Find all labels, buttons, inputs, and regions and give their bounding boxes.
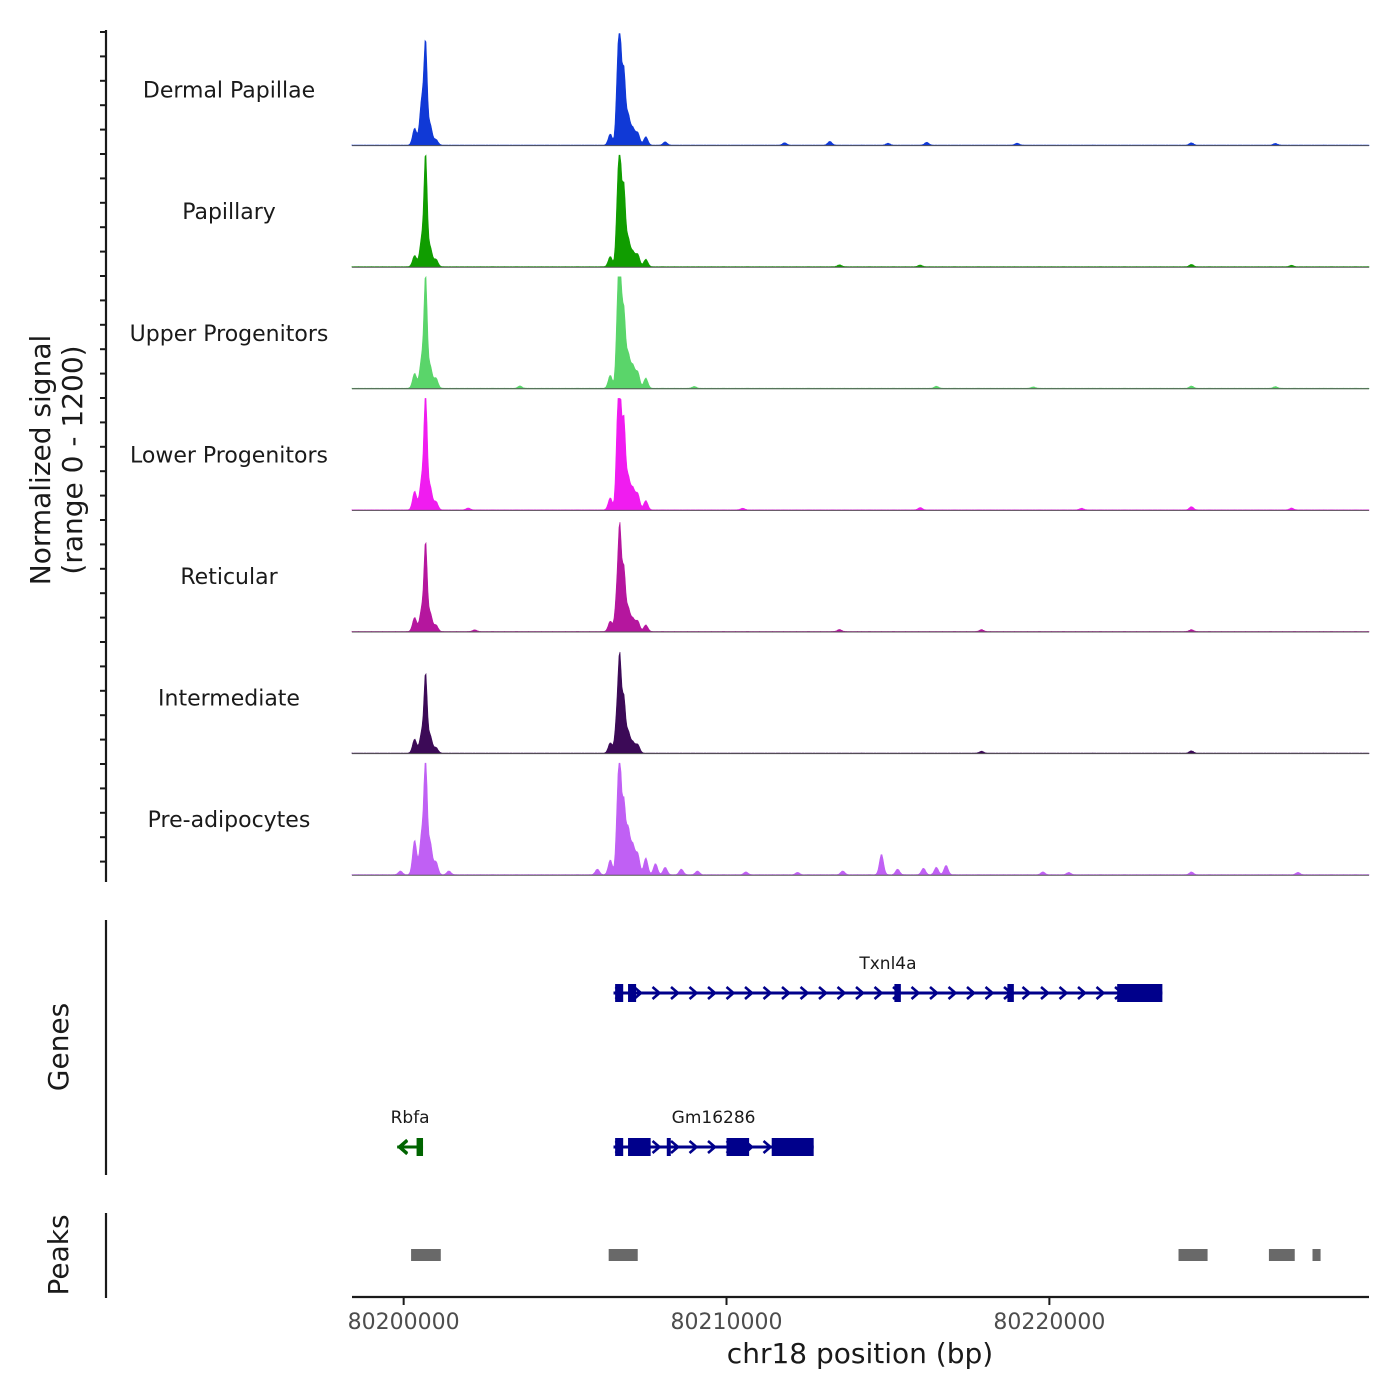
track-label: Reticular bbox=[180, 565, 278, 590]
strand-arrow bbox=[966, 986, 977, 1000]
track-intermediate: Intermediate bbox=[158, 651, 1370, 755]
strand-arrow bbox=[707, 986, 718, 1000]
track-reticular: Reticular bbox=[180, 522, 1370, 633]
track-label: Lower Progenitors bbox=[130, 443, 328, 468]
peak-region bbox=[608, 1249, 638, 1261]
signal-axis-title-line1: Normalized signal bbox=[24, 335, 57, 586]
track-dermal-papillae: Dermal Papillae bbox=[143, 33, 1370, 147]
strand-arrow bbox=[947, 986, 958, 1000]
gene-exon bbox=[726, 1138, 750, 1156]
coverage-area bbox=[351, 275, 1370, 390]
strand-arrow bbox=[984, 986, 995, 1000]
strand-arrow bbox=[818, 986, 829, 1000]
gene-label: Rbfa bbox=[391, 1108, 430, 1128]
strand-arrow bbox=[651, 1140, 662, 1154]
strand-arrow bbox=[725, 986, 736, 1000]
strand-arrow bbox=[1021, 986, 1032, 1000]
strand-arrow bbox=[873, 986, 884, 1000]
strand-arrow bbox=[744, 986, 755, 1000]
signal-axis-title-line2: (range 0 - 1200) bbox=[56, 345, 89, 574]
strand-arrow bbox=[855, 986, 866, 1000]
track-label: Pre-adipocytes bbox=[148, 808, 311, 833]
x-axis-title: chr18 position (bp) bbox=[727, 1337, 993, 1370]
x-axis-ticks: 80200000 80210000 80220000 bbox=[348, 1297, 1105, 1335]
strand-arrow bbox=[707, 1140, 718, 1154]
gene-exon bbox=[1007, 984, 1014, 1002]
gene-exon bbox=[771, 1138, 814, 1156]
strand-arrow bbox=[1040, 986, 1051, 1000]
strand-arrow bbox=[1058, 986, 1069, 1000]
peak-region bbox=[1312, 1249, 1321, 1261]
gene-exon bbox=[628, 984, 637, 1002]
peak-region-track bbox=[411, 1249, 1321, 1261]
gene-exon bbox=[666, 1138, 671, 1156]
track-lower-progenitors: Lower Progenitors bbox=[130, 398, 1370, 511]
strand-arrow bbox=[688, 986, 699, 1000]
gene-label: Gm16286 bbox=[672, 1108, 756, 1128]
strand-arrow bbox=[651, 986, 662, 1000]
strand-arrow bbox=[633, 986, 644, 1000]
gene-exon bbox=[1117, 984, 1163, 1002]
strand-arrow bbox=[762, 986, 773, 1000]
gene-exon bbox=[894, 984, 901, 1002]
coverage-area bbox=[351, 522, 1370, 633]
gene-gm16286: Gm16286 bbox=[613, 1108, 814, 1156]
signal-axis-ticks bbox=[100, 31, 106, 863]
strand-arrow bbox=[836, 986, 847, 1000]
strand-arrow bbox=[688, 1140, 699, 1154]
x-tick-label: 80210000 bbox=[671, 1310, 783, 1335]
gene-exon bbox=[416, 1138, 424, 1156]
strand-arrow bbox=[670, 986, 681, 1000]
x-tick-label: 80220000 bbox=[993, 1310, 1105, 1335]
track-label: Upper Progenitors bbox=[130, 322, 329, 347]
peak-region bbox=[1178, 1249, 1208, 1261]
gene-annotation-track: Txnl4a Gm16286 Rbfa bbox=[391, 954, 1163, 1156]
gene-txnl4a: Txnl4a bbox=[613, 954, 1163, 1002]
track-label: Papillary bbox=[182, 200, 276, 225]
track-label: Intermediate bbox=[158, 687, 300, 712]
gene-exon bbox=[628, 1138, 651, 1156]
peaks-axis-title: Peaks bbox=[42, 1214, 75, 1295]
gene-exon bbox=[615, 984, 624, 1002]
strand-arrow bbox=[762, 1140, 773, 1154]
coverage-area bbox=[351, 651, 1370, 754]
coverage-area bbox=[351, 762, 1370, 876]
coverage-area bbox=[351, 398, 1370, 511]
peak-region bbox=[411, 1249, 441, 1261]
peak-region bbox=[1268, 1249, 1295, 1261]
strand-arrow bbox=[910, 986, 921, 1000]
coverage-area bbox=[351, 154, 1370, 268]
strand-arrow bbox=[929, 986, 940, 1000]
track-papillary: Papillary bbox=[182, 154, 1370, 268]
track-pre-adipocytes: Pre-adipocytes bbox=[148, 762, 1370, 876]
strand-arrow bbox=[1095, 986, 1106, 1000]
x-tick-label: 80200000 bbox=[348, 1310, 460, 1335]
gene-exon bbox=[615, 1138, 624, 1156]
gene-rbfa: Rbfa bbox=[391, 1108, 430, 1156]
strand-arrow bbox=[799, 986, 810, 1000]
strand-arrow bbox=[781, 986, 792, 1000]
track-upper-progenitors: Upper Progenitors bbox=[130, 275, 1370, 390]
genes-axis-title: Genes bbox=[42, 1003, 75, 1091]
track-label: Dermal Papillae bbox=[143, 79, 315, 104]
coverage-tracks: Dermal Papillae Papillary Upper Progenitor… bbox=[130, 33, 1370, 876]
strand-arrow bbox=[396, 1138, 409, 1156]
coverage-area bbox=[351, 33, 1370, 146]
strand-arrow bbox=[670, 1140, 681, 1154]
gene-label: Txnl4a bbox=[858, 954, 916, 974]
strand-arrow bbox=[1077, 986, 1088, 1000]
